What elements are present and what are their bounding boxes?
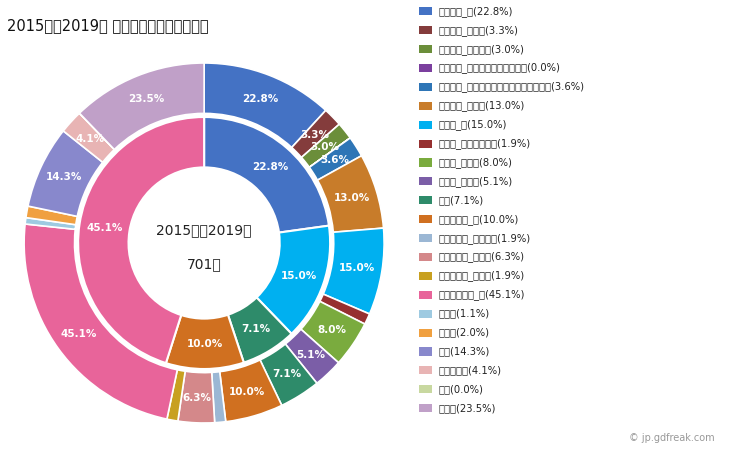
Wedge shape	[28, 131, 103, 216]
Text: 701人: 701人	[187, 257, 222, 272]
Text: 14.3%: 14.3%	[46, 172, 82, 182]
Text: 7.1%: 7.1%	[272, 369, 301, 379]
Wedge shape	[79, 63, 204, 149]
Text: 8.0%: 8.0%	[318, 325, 346, 335]
Text: 肝疾患(1.1%): 肝疾患(1.1%)	[438, 309, 489, 319]
Text: 肺炎(7.1%): 肺炎(7.1%)	[438, 195, 483, 205]
Text: 45.1%: 45.1%	[86, 223, 122, 233]
Wedge shape	[63, 113, 114, 162]
Text: 老衰(14.3%): 老衰(14.3%)	[438, 346, 489, 356]
Wedge shape	[219, 360, 282, 422]
Text: 45.1%: 45.1%	[61, 329, 97, 339]
Wedge shape	[25, 218, 76, 230]
Wedge shape	[204, 63, 326, 148]
Text: 心疾患_心不全(8.0%): 心疾患_心不全(8.0%)	[438, 157, 512, 168]
Text: 23.5%: 23.5%	[128, 94, 165, 104]
Wedge shape	[309, 138, 350, 167]
Text: その他(23.5%): その他(23.5%)	[438, 403, 496, 413]
Text: 22.8%: 22.8%	[242, 94, 278, 104]
Wedge shape	[167, 370, 185, 421]
Text: © jp.gdfreak.com: © jp.gdfreak.com	[629, 433, 714, 443]
Wedge shape	[302, 124, 350, 167]
Text: 3.0%: 3.0%	[311, 142, 340, 152]
Wedge shape	[211, 372, 226, 423]
Text: 2015年～2019年 上市町の女性の死因構成: 2015年～2019年 上市町の女性の死因構成	[7, 18, 209, 33]
Text: 心疾患_急性心筋梗塞(1.9%): 心疾患_急性心筋梗塞(1.9%)	[438, 138, 530, 149]
Text: 悪性腫瘍_計(22.8%): 悪性腫瘍_計(22.8%)	[438, 6, 512, 17]
Wedge shape	[26, 206, 77, 225]
Wedge shape	[320, 294, 370, 324]
Wedge shape	[257, 225, 330, 334]
Wedge shape	[204, 117, 329, 233]
Wedge shape	[24, 224, 177, 419]
Text: 悪性腫瘍_肝がん・肝内胆管がん(0.0%): 悪性腫瘍_肝がん・肝内胆管がん(0.0%)	[438, 63, 560, 73]
Wedge shape	[166, 315, 243, 369]
Text: 15.0%: 15.0%	[339, 263, 375, 273]
Text: 3.6%: 3.6%	[320, 155, 349, 165]
Text: 悪性腫瘍_胃がん(3.3%): 悪性腫瘍_胃がん(3.3%)	[438, 25, 518, 36]
Text: 脳血管疾患_脳内出血(1.9%): 脳血管疾患_脳内出血(1.9%)	[438, 233, 530, 243]
Wedge shape	[309, 138, 362, 180]
Text: 悪性腫瘍_大腸がん(3.0%): 悪性腫瘍_大腸がん(3.0%)	[438, 44, 524, 54]
Wedge shape	[260, 344, 317, 405]
Text: 3.3%: 3.3%	[300, 130, 330, 140]
Text: 5.1%: 5.1%	[296, 350, 325, 360]
Text: 15.0%: 15.0%	[281, 271, 318, 281]
Text: 脳血管疾患_その他(1.9%): 脳血管疾患_その他(1.9%)	[438, 270, 524, 281]
Text: 13.0%: 13.0%	[334, 193, 370, 203]
Text: 脳血管疾患_計(10.0%): 脳血管疾患_計(10.0%)	[438, 214, 518, 225]
Text: 10.0%: 10.0%	[229, 387, 265, 396]
Text: 22.8%: 22.8%	[252, 162, 289, 172]
Text: 2015年～2019年: 2015年～2019年	[156, 223, 252, 238]
Wedge shape	[228, 297, 292, 363]
Wedge shape	[323, 228, 384, 314]
Wedge shape	[292, 110, 339, 158]
Text: 心疾患_計(15.0%): 心疾患_計(15.0%)	[438, 119, 507, 130]
Wedge shape	[178, 371, 214, 423]
Text: 6.3%: 6.3%	[183, 393, 212, 403]
Text: 心疾患_その他(5.1%): 心疾患_その他(5.1%)	[438, 176, 512, 187]
Text: 脳血管疾患_脳梗塞(6.3%): 脳血管疾患_脳梗塞(6.3%)	[438, 252, 524, 262]
Text: 不慮の事故(4.1%): 不慮の事故(4.1%)	[438, 365, 501, 375]
Text: 10.0%: 10.0%	[187, 339, 223, 349]
Text: 悪性腫瘍_その他(13.0%): 悪性腫瘍_その他(13.0%)	[438, 100, 524, 111]
Text: その他の死因_計(45.1%): その他の死因_計(45.1%)	[438, 289, 524, 300]
Wedge shape	[78, 117, 204, 363]
Text: 7.1%: 7.1%	[242, 324, 270, 334]
Text: 4.1%: 4.1%	[75, 134, 104, 144]
Wedge shape	[301, 302, 364, 363]
Text: 腎不全(2.0%): 腎不全(2.0%)	[438, 328, 489, 338]
Wedge shape	[79, 113, 114, 149]
Wedge shape	[285, 329, 338, 383]
Wedge shape	[317, 156, 383, 232]
Text: 悪性腫瘍_気管がん・気管支がん・肺がん(3.6%): 悪性腫瘍_気管がん・気管支がん・肺がん(3.6%)	[438, 81, 584, 92]
Text: 自殺(0.0%): 自殺(0.0%)	[438, 384, 483, 394]
